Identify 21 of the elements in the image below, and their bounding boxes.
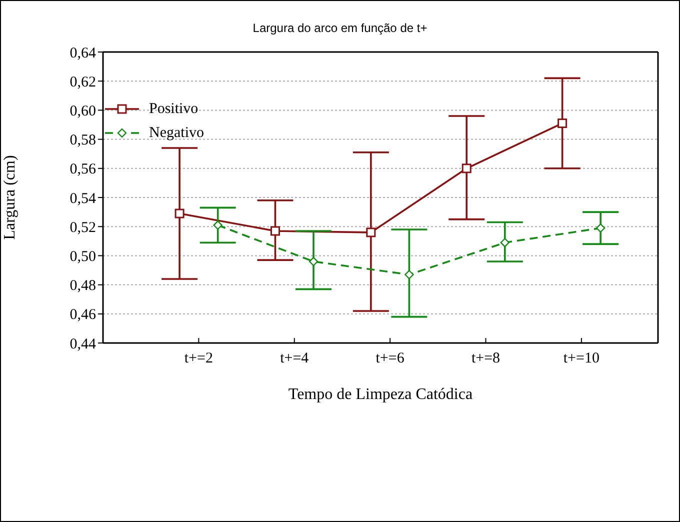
x-tick-label: t+=8: [471, 350, 500, 367]
y-tick-label: 0,52: [70, 220, 96, 236]
x-tick-label: t+=2: [184, 350, 213, 367]
y-axis-title: Largura (cm): [2, 155, 19, 240]
chart-title: Largura do arco em função de t+: [252, 21, 428, 35]
y-tick-label: 0,50: [70, 249, 96, 266]
x-tick-label: t+=10: [563, 350, 600, 367]
y-tick-label: 0,64: [70, 45, 96, 62]
y-tick-label: 0,44: [70, 336, 96, 352]
x-tick-label: t+=4: [280, 350, 310, 367]
y-tick-label: 0,48: [70, 278, 96, 294]
x-axis-title: Tempo de Limpeza Catódica: [288, 386, 473, 403]
legend-label: Negativo: [149, 124, 204, 142]
y-tick-label: 0,62: [70, 74, 96, 90]
y-tick-label: 0,58: [70, 132, 96, 149]
y-tick-label: 0,56: [70, 162, 96, 178]
legend-label: Positivo: [149, 100, 198, 118]
y-tick-label: 0,60: [70, 104, 96, 120]
y-tick-label: 0,54: [70, 190, 96, 207]
y-tick-label: 0,46: [70, 307, 96, 324]
x-tick-label: t+=6: [376, 350, 405, 367]
